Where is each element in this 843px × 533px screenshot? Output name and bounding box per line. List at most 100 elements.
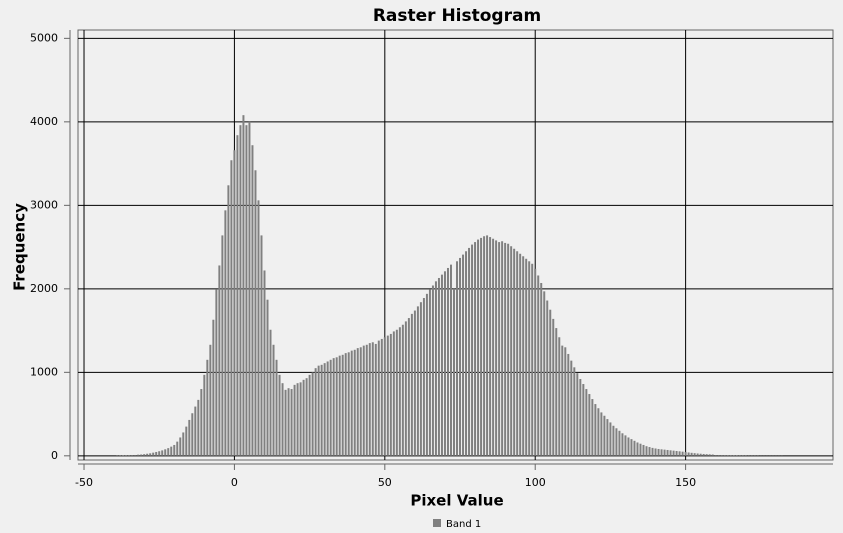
bar [179, 437, 182, 456]
bar [672, 450, 675, 456]
bar [471, 244, 474, 456]
bar [263, 270, 266, 456]
bar [474, 242, 477, 456]
bar [131, 455, 134, 456]
bar [687, 452, 690, 456]
bar [594, 404, 597, 456]
bar [248, 121, 251, 456]
bar [480, 237, 483, 456]
bar [543, 291, 546, 456]
bar [236, 135, 239, 456]
bar [425, 293, 428, 456]
bar [221, 235, 224, 456]
chart-title: Raster Histogram [373, 6, 541, 26]
bar [170, 446, 173, 456]
bar [660, 449, 663, 456]
bar [705, 454, 708, 456]
bar [720, 455, 723, 456]
bar [585, 389, 588, 456]
legend-swatch [433, 519, 441, 527]
bar [684, 452, 687, 456]
bar [468, 247, 471, 456]
bar [200, 389, 203, 456]
bar [440, 274, 443, 456]
bar [696, 453, 699, 456]
bar [636, 442, 639, 456]
x-tick-label: 0 [231, 476, 238, 489]
bar [374, 343, 377, 456]
y-tick-label: 1000 [30, 365, 58, 378]
bar [338, 355, 341, 456]
bar [128, 455, 131, 456]
bar [690, 452, 693, 456]
bar [588, 394, 591, 456]
bar [546, 300, 549, 456]
bar [621, 433, 624, 456]
bar [356, 348, 359, 456]
bar [230, 160, 233, 456]
bar [254, 170, 257, 456]
bar [344, 353, 347, 456]
bar [582, 384, 585, 456]
bar [158, 451, 161, 456]
plot-area [77, 29, 834, 461]
bar [182, 432, 185, 456]
bar [498, 242, 501, 456]
bar [624, 435, 627, 456]
bar [299, 382, 302, 456]
bar [657, 448, 660, 456]
bar [573, 367, 576, 456]
bar [209, 344, 212, 456]
bar [407, 318, 410, 456]
bar [561, 345, 564, 456]
bar [227, 185, 230, 456]
bar [149, 453, 152, 456]
bar [206, 359, 209, 456]
bar [528, 261, 531, 456]
bar [462, 254, 465, 456]
bar [606, 419, 609, 456]
bar [678, 451, 681, 456]
bar [155, 451, 158, 456]
bar [353, 349, 356, 456]
bar [284, 389, 287, 456]
bar [257, 200, 260, 456]
bar [308, 374, 311, 456]
bar [675, 450, 678, 456]
bar [654, 448, 657, 456]
bar [365, 344, 368, 456]
bar [603, 415, 606, 456]
bar [251, 145, 254, 456]
bar [218, 265, 221, 456]
bar [522, 256, 525, 456]
bar [152, 452, 155, 456]
bar [630, 439, 633, 456]
bar [173, 444, 176, 456]
bar [164, 449, 167, 456]
bar [188, 419, 191, 456]
bar [389, 333, 392, 456]
bar [516, 251, 519, 456]
legend-label: Band 1 [446, 519, 481, 530]
bar [702, 453, 705, 456]
bar [459, 257, 462, 456]
bar [239, 125, 242, 456]
bar [434, 281, 437, 456]
y-axis-label: Frequency [11, 203, 29, 291]
bar [567, 353, 570, 456]
bar [501, 241, 504, 456]
y-tick-label: 5000 [30, 31, 58, 44]
bar [380, 338, 383, 456]
bar [278, 374, 281, 456]
bar [483, 236, 486, 456]
bar [642, 444, 645, 456]
bar [431, 285, 434, 456]
bar [392, 331, 395, 456]
bar [242, 115, 245, 456]
bar [486, 235, 489, 456]
bar [146, 453, 149, 456]
bar [711, 454, 714, 456]
bar [224, 210, 227, 456]
bar [167, 448, 170, 456]
bar [609, 422, 612, 456]
